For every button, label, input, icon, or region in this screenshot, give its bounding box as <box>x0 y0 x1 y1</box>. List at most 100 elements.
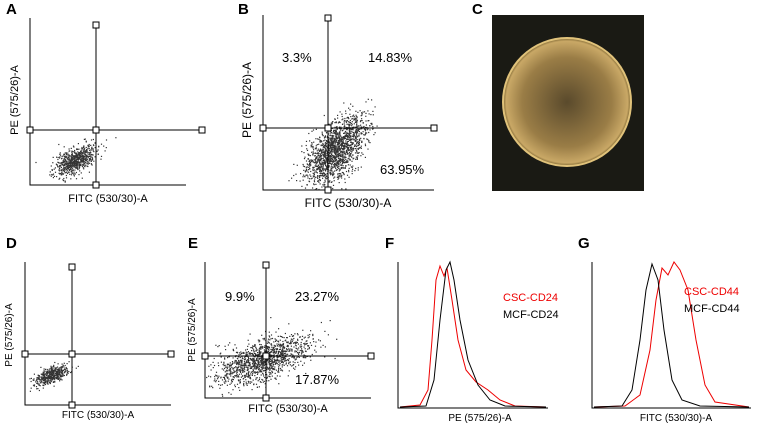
event-dot <box>36 383 37 384</box>
event-dot <box>240 371 241 372</box>
event-dot <box>54 176 55 177</box>
event-dot <box>341 177 342 178</box>
event-dot <box>356 124 357 125</box>
event-dot <box>74 150 75 151</box>
event-dot <box>67 173 68 174</box>
event-dot <box>278 368 279 369</box>
event-dot <box>86 157 87 158</box>
event-dot <box>75 156 76 157</box>
event-dot <box>281 336 282 337</box>
event-dot <box>228 379 229 380</box>
event-dot <box>210 364 211 365</box>
event-dot <box>309 161 310 162</box>
event-dot <box>309 178 310 179</box>
event-dot <box>236 361 237 362</box>
event-dot <box>363 126 364 127</box>
event-dot <box>214 365 215 366</box>
event-dot <box>277 363 278 364</box>
event-dot <box>39 381 40 382</box>
event-dot <box>61 368 62 369</box>
event-dot <box>247 362 248 363</box>
event-dot <box>39 384 40 385</box>
event-dot <box>62 364 63 365</box>
event-dot <box>366 124 367 125</box>
event-dot <box>346 146 347 147</box>
event-dot <box>62 156 63 157</box>
event-dot <box>324 331 325 332</box>
event-dot <box>314 178 315 179</box>
event-dot <box>222 368 223 369</box>
event-dot <box>319 162 320 163</box>
event-dot <box>339 121 340 122</box>
event-dot <box>87 148 88 149</box>
event-dot <box>73 165 74 166</box>
event-dot <box>247 349 248 350</box>
event-dot <box>280 340 281 341</box>
event-dot <box>248 375 249 376</box>
event-dot <box>276 340 277 341</box>
event-dot <box>280 349 281 350</box>
event-dot <box>82 164 83 165</box>
event-dot <box>330 156 331 157</box>
event-dot <box>75 159 76 160</box>
event-dot <box>348 164 349 165</box>
event-dot <box>289 343 290 344</box>
event-dot <box>371 99 372 100</box>
event-dot <box>325 135 326 136</box>
event-dot <box>359 152 360 153</box>
event-dot <box>242 370 243 371</box>
event-dot <box>322 132 323 133</box>
event-dot <box>362 154 363 155</box>
event-dot <box>319 153 320 154</box>
event-dot <box>56 176 57 177</box>
event-dot <box>271 351 272 352</box>
event-dot <box>224 383 225 384</box>
event-dot <box>251 360 252 361</box>
event-dot <box>336 133 337 134</box>
event-dot <box>230 371 231 372</box>
event-dot <box>212 387 213 388</box>
event-dot <box>350 131 351 132</box>
event-dot <box>230 362 231 363</box>
event-dot <box>329 142 330 143</box>
event-dot <box>334 150 335 151</box>
event-dot <box>346 144 347 145</box>
event-dot <box>334 171 335 172</box>
event-dot <box>227 367 228 368</box>
event-dot <box>345 162 346 163</box>
event-dot <box>254 366 255 367</box>
event-dot <box>61 170 62 171</box>
event-dot <box>306 166 307 167</box>
event-dot <box>370 114 371 115</box>
event-dot <box>33 378 34 379</box>
event-dot <box>321 170 322 171</box>
event-dot <box>249 353 250 354</box>
event-dot <box>340 144 341 145</box>
event-dot <box>226 373 227 374</box>
event-dot <box>236 347 237 348</box>
event-dot <box>49 174 50 175</box>
event-dot <box>76 172 77 173</box>
event-dot <box>348 118 349 119</box>
event-dot <box>341 114 342 115</box>
event-dot <box>329 153 330 154</box>
event-dot <box>300 181 301 182</box>
event-dot <box>233 357 234 358</box>
event-dot <box>103 146 104 147</box>
event-dot <box>69 158 70 159</box>
event-dot <box>90 157 91 158</box>
gate-handle <box>168 351 174 357</box>
event-dot <box>252 358 253 359</box>
event-dot <box>357 153 358 154</box>
event-dot <box>329 180 330 181</box>
event-dot <box>330 172 331 173</box>
event-dot <box>348 158 349 159</box>
event-dot <box>335 358 336 359</box>
event-dot <box>258 363 259 364</box>
event-dot <box>258 372 259 373</box>
event-dot <box>317 159 318 160</box>
gate-handle <box>260 125 266 131</box>
event-dot <box>322 178 323 179</box>
event-dot <box>347 175 348 176</box>
event-dot <box>308 133 309 134</box>
